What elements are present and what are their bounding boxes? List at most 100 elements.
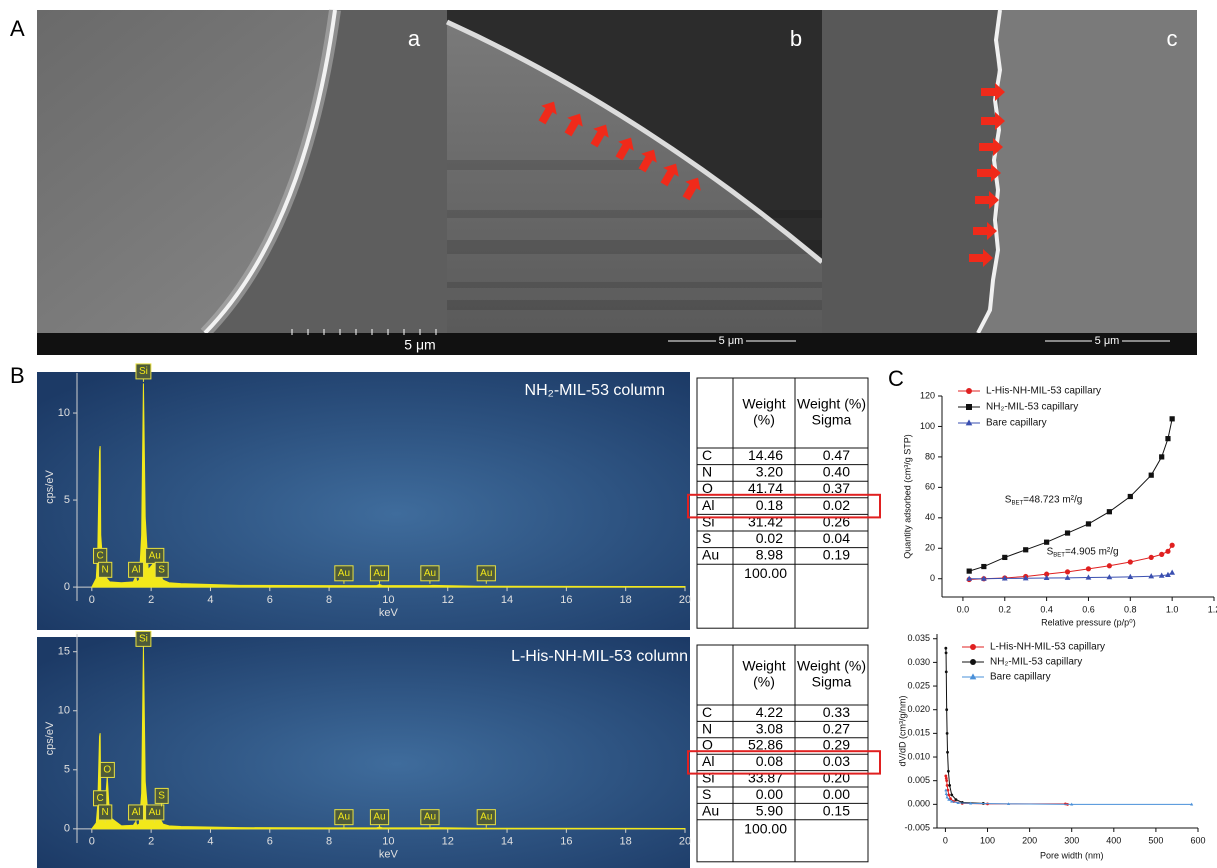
sem-image-a: 5 μm a (37, 10, 447, 355)
spectrum-background (37, 372, 690, 630)
table-cell: 0.27 (823, 720, 850, 736)
figure: 5 μm a 5 μm b 5 μm c A B C NH₂-MIL-53 co… (0, 0, 1217, 868)
table-cell: Au (702, 547, 719, 563)
point (945, 792, 948, 795)
table-cell: 31.42 (748, 513, 783, 529)
legend-marker (966, 419, 973, 425)
peak-label: Si (139, 366, 148, 377)
series-line (946, 776, 1068, 804)
y-tick-label: -0.005 (904, 822, 930, 832)
point (1149, 473, 1154, 478)
point (947, 793, 950, 796)
table-header: Sigma (812, 412, 852, 428)
y-axis-label: Quantity adsorbed (cm³/g STP) (902, 434, 912, 559)
table-cell: Si (702, 770, 714, 786)
point (1169, 570, 1175, 575)
point (1165, 549, 1170, 554)
scale-bar-label: 5 μm (404, 337, 435, 353)
table-cell: 0.20 (823, 770, 850, 786)
x-tick-label: 4 (207, 836, 213, 848)
peak-label: Au (149, 550, 161, 561)
point (945, 652, 948, 655)
scale-bar-label: 5 μm (1095, 335, 1120, 347)
legend-marker (970, 644, 976, 650)
table-cell: S (702, 530, 711, 546)
point (1065, 569, 1070, 574)
x-tick-label: 0 (89, 594, 95, 606)
y-tick-label: 40 (925, 512, 935, 522)
point (1023, 547, 1028, 552)
x-tick-label: 20 (679, 594, 691, 606)
legend-label: L-His-NH-MIL-53 capillary (990, 642, 1105, 653)
peak-label: Au (480, 568, 492, 579)
point (1044, 540, 1049, 545)
point (946, 751, 949, 754)
y-tick-label: 0.010 (907, 751, 930, 761)
y-tick-label: 10 (58, 705, 70, 717)
peak-label: N (102, 807, 109, 818)
x-tick-label: 20 (679, 836, 691, 848)
table-header: Weight (%) (797, 658, 866, 674)
x-tick-label: 14 (501, 594, 513, 606)
panel-label: A (10, 16, 25, 41)
sem-image-b: 5 μm b (447, 10, 822, 355)
x-tick-label: 0.4 (1040, 604, 1053, 614)
x-tick-label: 16 (560, 836, 572, 848)
x-tick-label: 100 (980, 835, 995, 845)
y-tick-label: 0.020 (907, 704, 930, 714)
x-tick-label: 0.2 (999, 604, 1012, 614)
table-cell: 0.18 (756, 497, 783, 513)
table-cell: S (702, 786, 711, 802)
y-tick-label: 0.015 (907, 728, 930, 738)
point (1128, 494, 1133, 499)
x-tick-label: 4 (207, 594, 213, 606)
legend-label: NH₂-MIL-53 capillary (990, 657, 1082, 668)
peak-label: C (97, 550, 104, 561)
x-tick-label: 1.2 (1208, 604, 1217, 614)
point (944, 647, 947, 650)
table-cell: 3.20 (756, 464, 783, 480)
table-total: 100.00 (744, 565, 787, 581)
table-cell: 0.00 (823, 786, 850, 802)
annotation: SBET=48.723 m²/g (1005, 494, 1083, 506)
peak-label: Au (373, 812, 385, 823)
legend-marker (966, 388, 972, 394)
x-tick-label: 1.0 (1166, 604, 1179, 614)
peak-label: Au (373, 568, 385, 579)
annotation: SBET=4.905 m²/g (1047, 546, 1119, 558)
peak-label: S (158, 790, 165, 801)
x-tick-label: 0.0 (957, 604, 970, 614)
x-tick-label: 8 (326, 836, 332, 848)
y-tick-label: 0.030 (907, 657, 930, 667)
point (945, 779, 948, 782)
legend-label: L-His-NH-MIL-53 capillary (986, 386, 1101, 397)
point (945, 777, 948, 780)
spectrum-title: NH₂-MIL-53 column (525, 382, 665, 399)
point (1128, 559, 1133, 564)
x-tick-label: 200 (1022, 835, 1037, 845)
table-cell: N (702, 720, 712, 736)
table-cell: 0.40 (823, 464, 850, 480)
y-tick-label: 0.035 (907, 633, 930, 643)
peak-label: Si (139, 633, 148, 644)
table-cell: 3.08 (756, 720, 783, 736)
x-tick-label: 300 (1064, 835, 1079, 845)
x-tick-label: 6 (267, 594, 273, 606)
panel-label: B (10, 363, 25, 388)
peak-label: Au (149, 807, 161, 818)
x-tick-label: 500 (1148, 835, 1163, 845)
y-tick-label: 0.025 (907, 680, 930, 690)
legend-marker (970, 659, 976, 665)
table-cell: 14.46 (748, 447, 783, 463)
y-tick-label: 80 (925, 451, 935, 461)
table-cell: C (702, 447, 712, 463)
point (1165, 436, 1170, 441)
legend-label: Bare capillary (990, 672, 1051, 683)
x-tick-label: 16 (560, 594, 572, 606)
legend-marker (970, 673, 977, 679)
x-tick-label: 400 (1106, 835, 1121, 845)
table-cell: Au (702, 802, 719, 818)
x-tick-label: 10 (382, 836, 394, 848)
point (1107, 563, 1112, 568)
y-tick-label: 100 (920, 421, 935, 431)
